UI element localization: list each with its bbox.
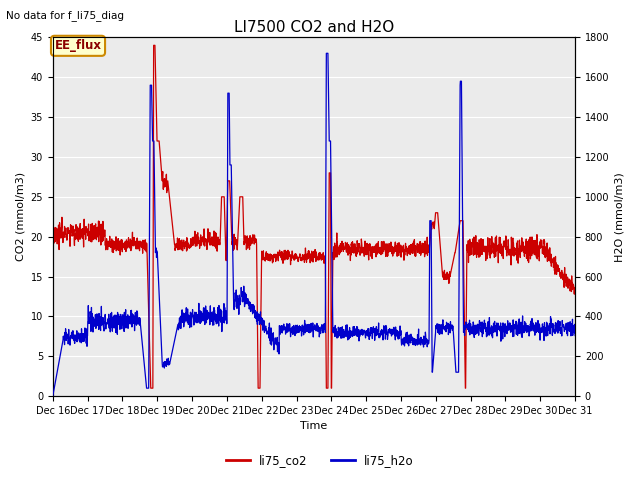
Y-axis label: CO2 (mmol/m3): CO2 (mmol/m3) (15, 172, 25, 261)
Title: LI7500 CO2 and H2O: LI7500 CO2 and H2O (234, 20, 394, 35)
Text: No data for f_li75_diag: No data for f_li75_diag (6, 10, 124, 21)
X-axis label: Time: Time (300, 421, 328, 432)
Legend: li75_co2, li75_h2o: li75_co2, li75_h2o (221, 449, 419, 472)
Y-axis label: H2O (mmol/m3): H2O (mmol/m3) (615, 172, 625, 262)
Text: EE_flux: EE_flux (54, 39, 102, 52)
